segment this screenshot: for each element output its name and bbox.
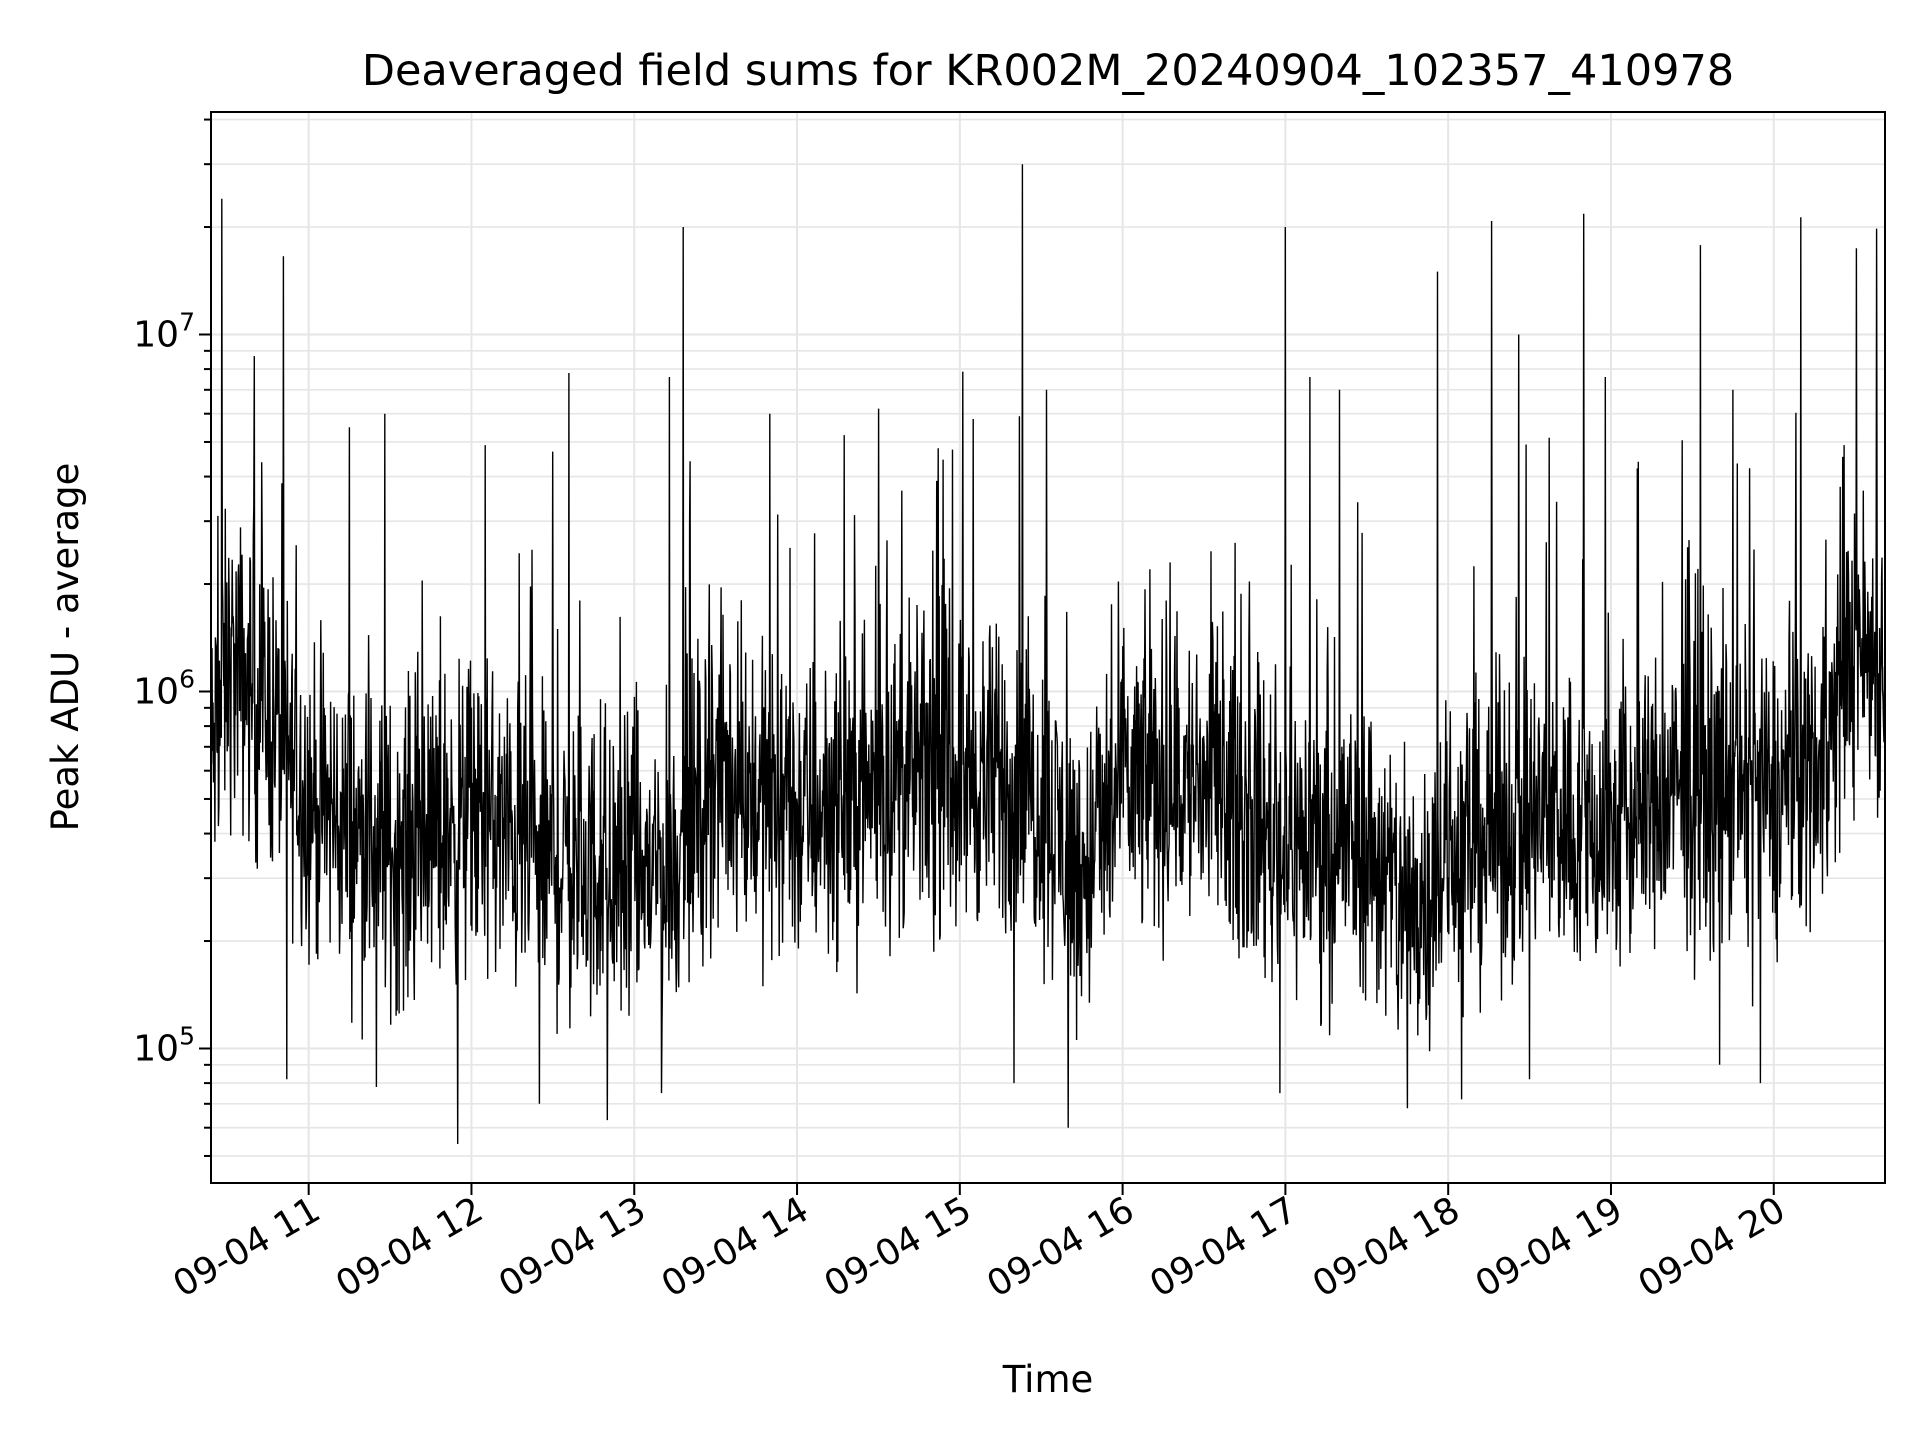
y-axis-label: Peak ADU - average [44, 463, 87, 832]
x-axis-label: Time [1002, 1358, 1094, 1401]
y-tick-label: 105 [133, 1022, 195, 1070]
y-tick-label: 106 [133, 665, 195, 713]
y-tick-label: 107 [133, 308, 195, 356]
series-line [211, 164, 1885, 1145]
chart-title: Deaveraged field sums for KR002M_2024090… [362, 46, 1734, 96]
plot-frame [210, 111, 1886, 1184]
plot-area [211, 164, 1885, 1145]
